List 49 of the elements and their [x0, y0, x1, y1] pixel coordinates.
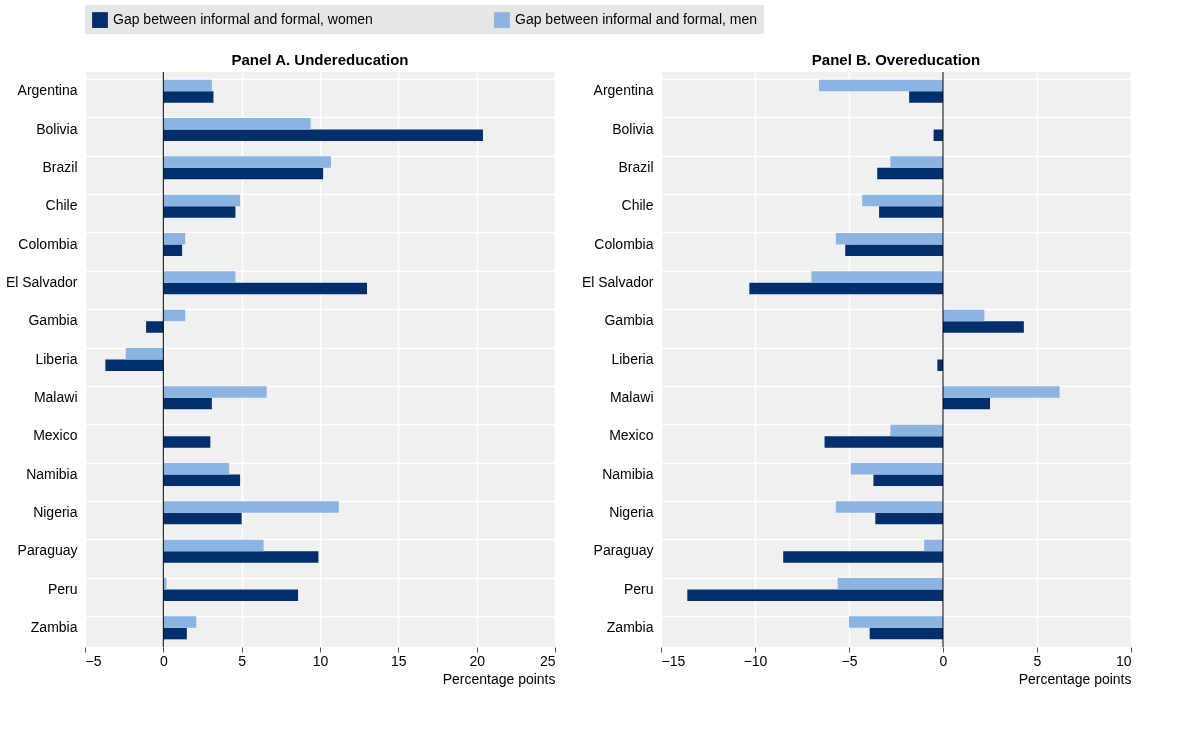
x-tick-label: 0	[159, 652, 168, 669]
y-tick-label: Namibia	[602, 465, 654, 482]
y-tick-label: Mexico	[609, 427, 654, 444]
y-tick-label: El Salvador	[581, 273, 654, 290]
x-tick-label: 15	[391, 652, 407, 669]
y-tick-label: Bolivia	[36, 120, 78, 137]
y-tick-label: Peru	[47, 580, 78, 597]
y-tick-label: Chile	[621, 197, 654, 214]
x-tick-label: 10	[1115, 652, 1132, 669]
y-tick-label: Argentina	[593, 82, 654, 99]
y-tick-label: Nigeria	[33, 503, 78, 520]
x-tick-label: 20	[469, 652, 486, 669]
y-tick-label: Brazil	[42, 158, 78, 175]
chart-title: Panel B. Overeducation	[811, 50, 981, 68]
y-tick-label: Bolivia	[612, 120, 654, 137]
y-tick-label: Namibia	[26, 465, 78, 482]
y-tick-label: Nigeria	[609, 503, 654, 520]
legend-label: Gap between informal and formal, men	[515, 11, 758, 28]
y-tick-label: Chile	[45, 197, 78, 214]
y-tick-label: Colombia	[594, 235, 654, 252]
x-tick-label: −5	[841, 652, 858, 669]
y-tick-label: Zambia	[30, 618, 78, 635]
y-tick-label: Mexico	[33, 427, 78, 444]
legend-label: Gap between informal and formal, women	[113, 11, 373, 28]
y-tick-label: Paraguay	[593, 542, 654, 559]
y-tick-label: Brazil	[618, 158, 654, 175]
y-tick-label: Peru	[623, 580, 654, 597]
y-tick-label: Gambia	[28, 312, 78, 329]
chart-title: Panel A. Undereducation	[231, 50, 409, 68]
y-tick-label: Liberia	[611, 350, 654, 367]
x-tick-label: 0	[939, 652, 948, 669]
y-tick-label: Malawi	[609, 388, 654, 405]
y-tick-label: Zambia	[606, 618, 654, 635]
x-tick-label: −5	[85, 652, 102, 669]
x-axis-title: Percentage points	[1018, 670, 1132, 687]
x-tick-label: −15	[661, 652, 686, 669]
x-tick-label: 5	[238, 652, 247, 669]
x-tick-label: 5	[1033, 652, 1042, 669]
y-tick-label: Argentina	[17, 82, 78, 99]
x-axis-title: Percentage points	[442, 670, 556, 687]
y-tick-label: El Salvador	[5, 273, 78, 290]
y-tick-label: Gambia	[604, 312, 654, 329]
y-tick-label: Paraguay	[17, 542, 78, 559]
x-tick-label: 25	[539, 652, 556, 669]
y-tick-label: Liberia	[35, 350, 78, 367]
y-tick-label: Colombia	[18, 235, 78, 252]
y-tick-label: Malawi	[33, 388, 78, 405]
x-tick-label: 10	[312, 652, 329, 669]
x-tick-label: −10	[743, 652, 768, 669]
